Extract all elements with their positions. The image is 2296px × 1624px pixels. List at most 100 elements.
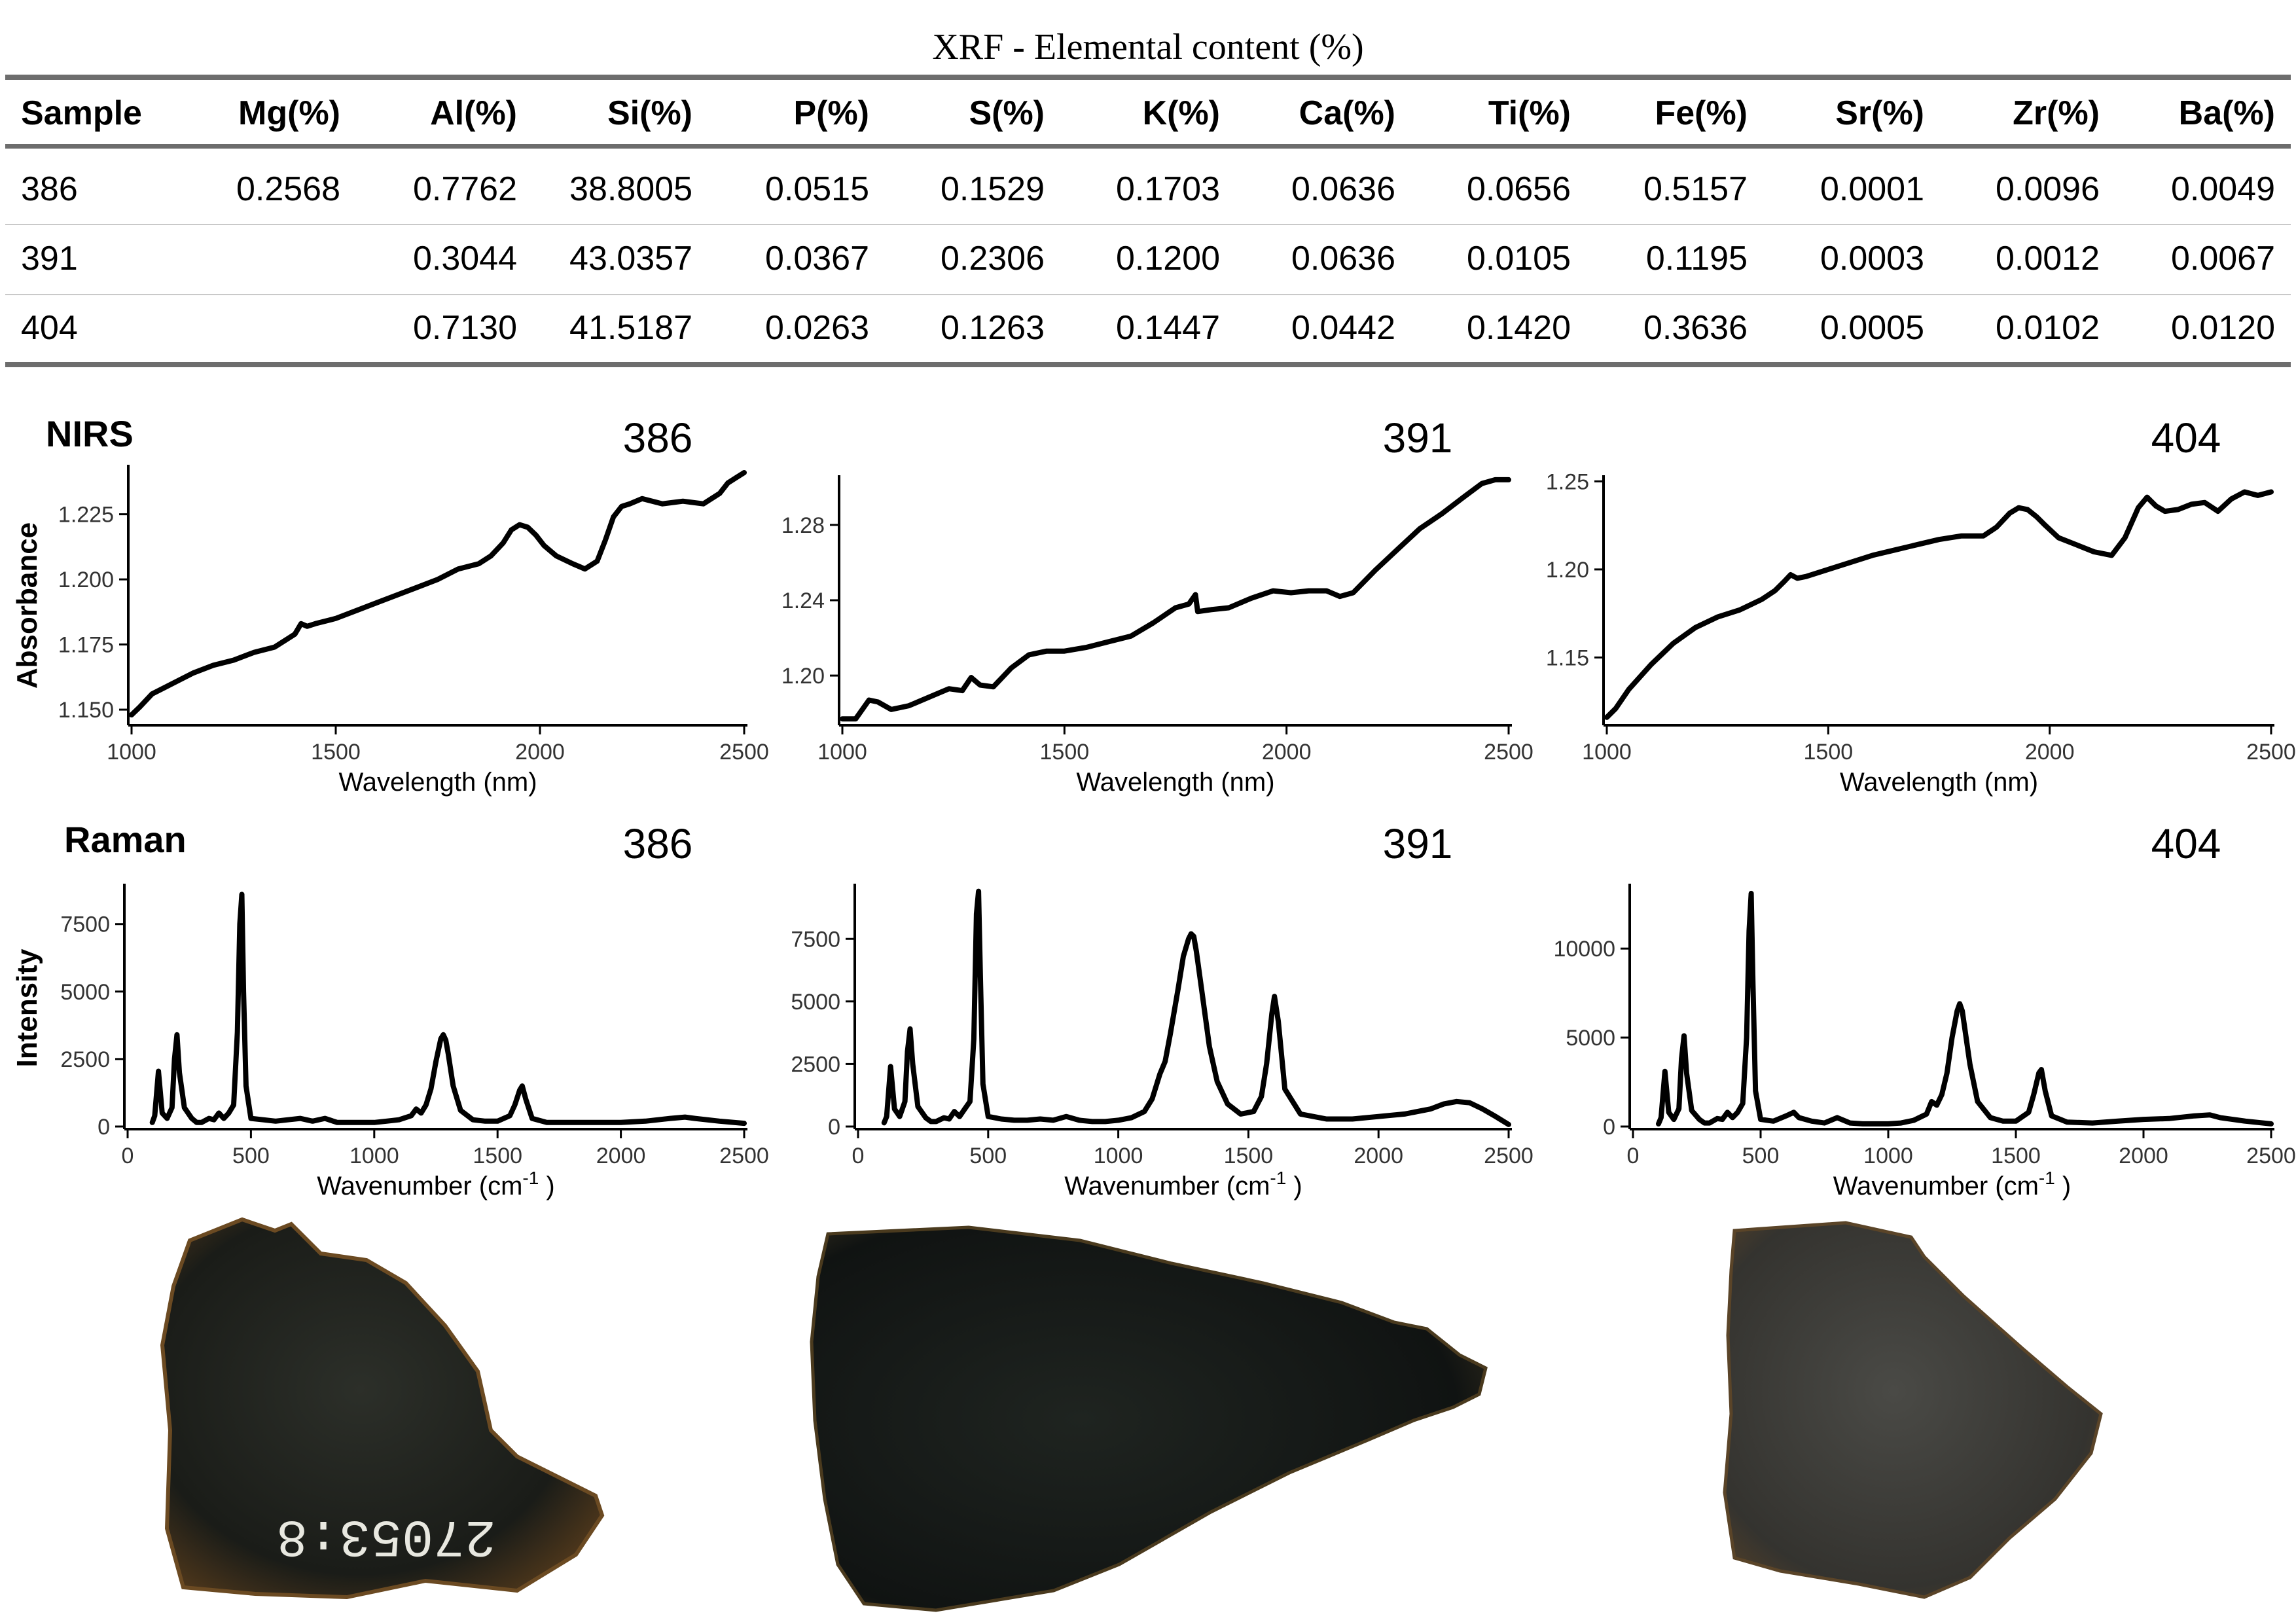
y-tick-label: 1.24 [781, 588, 825, 613]
table-header-cell: Sample [21, 94, 142, 132]
y-tick-label: 1.20 [1546, 558, 1589, 583]
table-cell: 0.0263 [764, 309, 869, 347]
y-tick-label: 7500 [791, 927, 840, 952]
y-tick-label: 2500 [60, 1047, 110, 1072]
table-cell: 0.1703 [1115, 170, 1220, 208]
table-header-cell: Ti(%) [1488, 94, 1571, 132]
x-tick-label: 500 [232, 1144, 270, 1168]
table-cell: 0.0367 [764, 240, 869, 278]
y-tick-label: 1.150 [58, 698, 114, 723]
sample-404-rock-shape [1723, 1221, 2103, 1599]
sample-404-photo [1723, 1221, 2103, 1599]
table-header-cell: Mg(%) [238, 94, 340, 132]
table-cell: 0.1447 [1115, 309, 1220, 347]
nirs-391-title: 391 [1382, 414, 1453, 461]
y-tick-label: 1.15 [1546, 645, 1589, 670]
table-header-cell: Si(%) [607, 94, 692, 132]
sample-386-catalog-label: 27053:8 [276, 1506, 496, 1565]
x-tick-label: 0 [852, 1144, 865, 1168]
x-tick-label: 2500 [719, 740, 769, 765]
x-tick-label: 1500 [473, 1144, 522, 1168]
x-tick-label: 1000 [817, 740, 867, 765]
table-cell: 0.1420 [1466, 309, 1571, 347]
x-tick-label: 1000 [1582, 740, 1632, 765]
table-row-divider [5, 294, 2291, 295]
y-tick-label: 7500 [60, 912, 110, 937]
sample-386-rock-shape [160, 1217, 605, 1600]
raman-label: Raman [64, 819, 187, 860]
spectrum-line [1656, 890, 2274, 1127]
y-tick-label: 5000 [60, 980, 110, 1005]
x-axis-title: Wavenumber (cm-1 ) [1833, 1168, 2071, 1200]
table-header-cell: Al(%) [430, 94, 517, 132]
x-axis-title: Wavelength (nm) [338, 768, 537, 797]
table-cell: 404 [21, 309, 78, 347]
chart-group: 0 500 1000 1500 2000 2500 0 2500 5000 7500 Wavenum… [791, 884, 1534, 1200]
table-bottom-rule [5, 362, 2291, 367]
x-tick-label: 2500 [2246, 1144, 2296, 1168]
table-cell: 0.0003 [1820, 240, 1924, 278]
table-cell: 0.7130 [412, 309, 517, 347]
chart-group: 1000 1500 2000 2500 1.150 1.175 1.200 1.225 Wave… [58, 465, 769, 797]
x-tick-label: 1500 [1804, 740, 1854, 765]
x-tick-label: 1500 [1991, 1144, 2041, 1168]
x-axis-title: Wavelength (nm) [1076, 768, 1274, 797]
table-cell: 0.0005 [1820, 309, 1924, 347]
table-cell: 0.0012 [1995, 240, 2100, 278]
spectrum-line [149, 892, 747, 1127]
x-tick-label: 1500 [311, 740, 361, 765]
y-tick-label: 0 [98, 1115, 110, 1140]
x-tick-label: 1000 [1863, 1144, 1913, 1168]
table-cell: 0.2568 [236, 170, 340, 208]
y-tick-label: 1.28 [781, 513, 825, 538]
table-header-rule [5, 144, 2291, 149]
chart-group: 1000 1500 2000 2500 1.20 1.24 1.28 Wavelength (… [781, 475, 1534, 797]
x-tick-label: 2500 [719, 1144, 769, 1168]
table-header-cell: S(%) [969, 94, 1045, 132]
y-tick-label: 1.200 [58, 568, 114, 592]
chart-group: 0 500 1000 1500 2000 2500 0 5000 10000 Wavenumber… [1553, 884, 2296, 1200]
y-tick-label: 1.175 [58, 633, 114, 658]
table-cell: 0.0636 [1291, 240, 1395, 278]
spectrum-line [881, 888, 1511, 1127]
x-tick-label: 2000 [596, 1144, 646, 1168]
x-tick-label: 0 [1627, 1144, 1640, 1168]
raman-386-title: 386 [622, 820, 693, 867]
x-tick-label: 500 [969, 1144, 1007, 1168]
xrf-table-title: XRF - Elemental content (%) [932, 27, 1364, 67]
nirs-404-title: 404 [2151, 414, 2221, 461]
sample-391-photo [810, 1225, 1488, 1612]
chart-group: 1000 1500 2000 2500 1.15 1.20 1.25 Wavelength (… [1546, 469, 2296, 797]
table-top-rule [5, 75, 2291, 80]
table-cell: 0.0442 [1291, 309, 1395, 347]
table-header-cell: Ca(%) [1299, 94, 1395, 132]
table-cell: 0.1263 [940, 309, 1045, 347]
table-cell: 0.0102 [1995, 309, 2100, 347]
x-tick-label: 2500 [1484, 740, 1534, 765]
table-cell: 0.0120 [2170, 309, 2275, 347]
table-row-divider [5, 224, 2291, 225]
table-cell: 0.0067 [2170, 240, 2275, 278]
table-cell: 0.3636 [1643, 309, 1748, 347]
y-tick-label: 0 [1603, 1115, 1615, 1140]
table-cell: 38.8005 [569, 170, 692, 208]
table-cell: 391 [21, 240, 78, 278]
x-tick-label: 2000 [2025, 740, 2075, 765]
y-tick-label: 0 [828, 1115, 840, 1140]
table-header-cell: Ba(%) [2178, 94, 2275, 132]
table-cell: 43.0357 [569, 240, 692, 278]
x-tick-label: 2000 [1354, 1144, 1403, 1168]
table-header-cell: Fe(%) [1655, 94, 1748, 132]
table-header-cell: K(%) [1142, 94, 1220, 132]
spectrum-line [1604, 489, 2274, 720]
spectrum-line [129, 470, 747, 718]
y-tick-label: 1.25 [1546, 469, 1589, 494]
y-tick-label: 10000 [1553, 937, 1615, 962]
x-tick-label: 500 [1742, 1144, 1780, 1168]
x-tick-label: 2000 [1262, 740, 1312, 765]
table-cell: 0.0096 [1995, 170, 2100, 208]
